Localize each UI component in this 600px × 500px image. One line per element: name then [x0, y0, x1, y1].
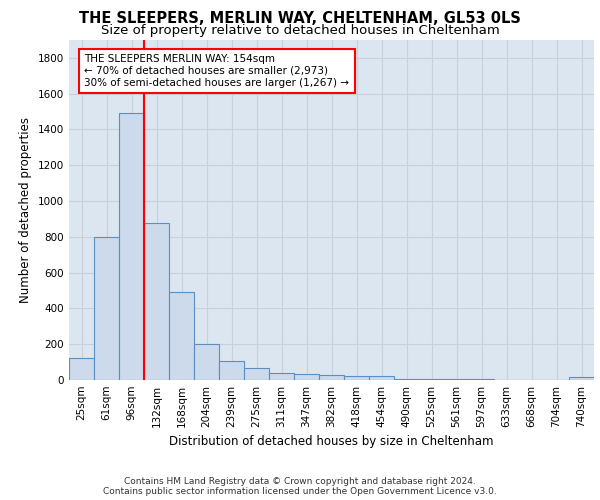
- Bar: [269, 373, 294, 380]
- Text: THE SLEEPERS, MERLIN WAY, CHELTENHAM, GL53 0LS: THE SLEEPERS, MERLIN WAY, CHELTENHAM, GL…: [79, 11, 521, 26]
- Bar: [194, 344, 219, 380]
- Bar: [294, 374, 319, 380]
- Bar: [419, 379, 444, 380]
- Bar: [119, 114, 144, 380]
- X-axis label: Distribution of detached houses by size in Cheltenham: Distribution of detached houses by size …: [169, 436, 494, 448]
- Bar: [69, 358, 94, 380]
- Bar: [394, 379, 419, 380]
- Bar: [569, 378, 594, 380]
- Bar: [94, 237, 119, 380]
- Bar: [369, 376, 394, 380]
- Bar: [169, 292, 194, 380]
- Text: THE SLEEPERS MERLIN WAY: 154sqm
← 70% of detached houses are smaller (2,973)
30%: THE SLEEPERS MERLIN WAY: 154sqm ← 70% of…: [85, 54, 349, 88]
- Text: Size of property relative to detached houses in Cheltenham: Size of property relative to detached ho…: [101, 24, 499, 37]
- Text: Contains HM Land Registry data © Crown copyright and database right 2024.
Contai: Contains HM Land Registry data © Crown c…: [103, 476, 497, 496]
- Bar: [144, 222, 169, 380]
- Bar: [319, 374, 344, 380]
- Bar: [469, 379, 494, 380]
- Bar: [244, 368, 269, 380]
- Bar: [444, 379, 469, 380]
- Bar: [219, 361, 244, 380]
- Bar: [344, 376, 369, 380]
- Y-axis label: Number of detached properties: Number of detached properties: [19, 117, 32, 303]
